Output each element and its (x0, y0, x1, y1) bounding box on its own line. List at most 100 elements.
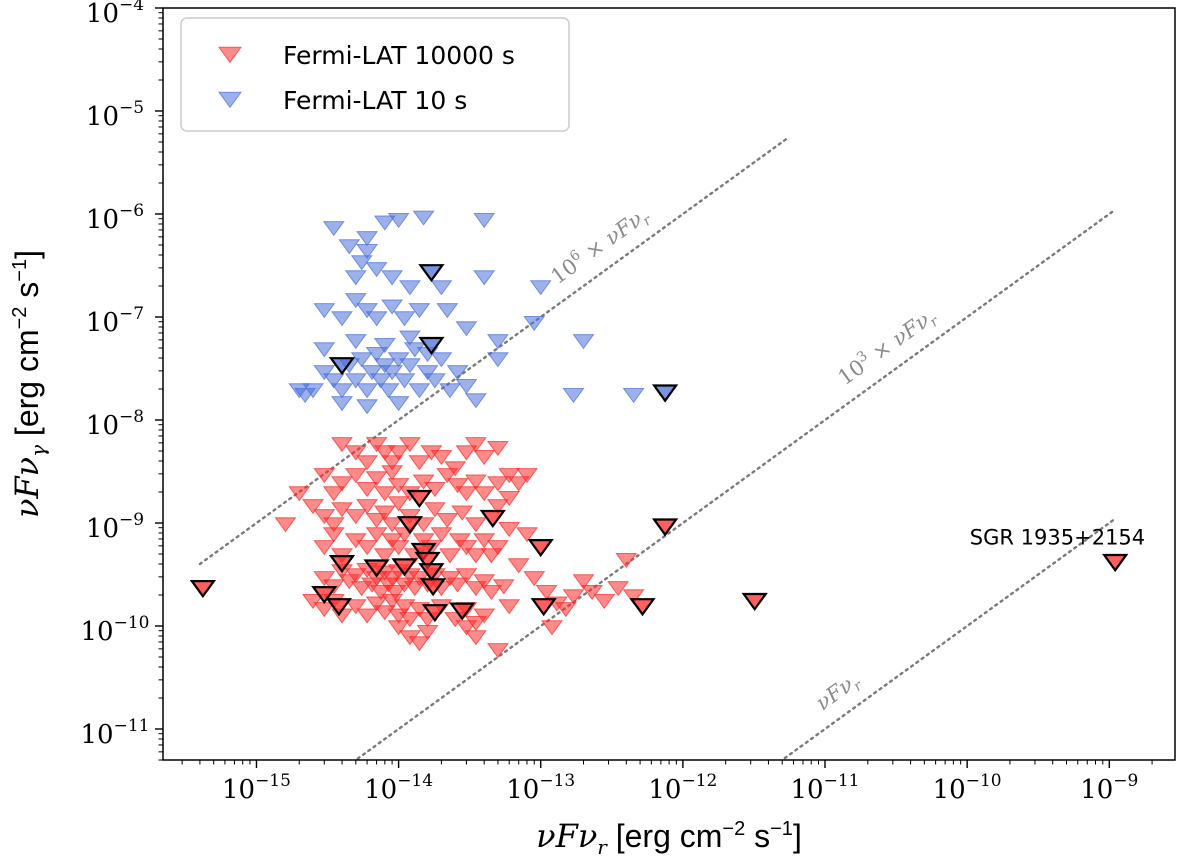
data-point (455, 379, 478, 395)
legend-label-10s: Fermi-LAT 10 s (283, 86, 467, 115)
annotation-sgr: SGR 1935+2154 (970, 526, 1145, 550)
y-label-mid: s (9, 282, 45, 307)
data-point (446, 577, 469, 593)
data-point (356, 303, 379, 319)
data-point (581, 585, 604, 601)
data-point (373, 215, 396, 231)
data-point (398, 437, 421, 453)
data-point (356, 540, 379, 556)
data-point (373, 548, 396, 564)
data-point (492, 579, 515, 595)
highlighted-point (741, 592, 768, 611)
highlighted-point (311, 586, 338, 605)
data-point (473, 450, 496, 466)
data-point (344, 509, 367, 525)
series-10000s (274, 437, 645, 659)
tick-base: 10 (86, 308, 119, 338)
highlighted-point (418, 563, 445, 582)
highlighted-point (391, 558, 418, 577)
data-point (387, 396, 410, 412)
data-point (344, 568, 367, 584)
data-point (356, 383, 379, 399)
data-point (486, 352, 509, 368)
legend-label-10000s: Fermi-LAT 10000 s (283, 41, 515, 70)
tick-exp: −8 (119, 407, 144, 427)
tick-exp: −10 (114, 613, 150, 633)
data-point (464, 630, 487, 646)
y-label-sub: γ (26, 445, 50, 457)
tick-base: 10 (86, 411, 119, 441)
reference-line-2 (780, 517, 1117, 760)
data-point (361, 365, 383, 381)
data-point (446, 365, 469, 381)
data-point (464, 548, 487, 564)
tick-exp: −11 (114, 716, 150, 736)
tick-exp: −14 (397, 771, 433, 791)
data-point (338, 239, 361, 255)
tick-exp: −5 (119, 98, 144, 118)
data-point (572, 574, 595, 590)
data-point (523, 571, 546, 587)
tick-base: 10 (648, 775, 681, 805)
data-point (523, 316, 546, 332)
data-point (356, 455, 379, 471)
tick-exp: −12 (681, 771, 717, 791)
data-point (430, 280, 453, 296)
data-point (416, 625, 439, 641)
data-point (356, 244, 379, 260)
data-point (486, 334, 509, 350)
x-axis-label: νFνr [erg cm−2 s−1] (536, 817, 802, 859)
data-point (387, 478, 410, 494)
x-axis: 10−15 10−14 10−13 10−12 10−11 10−10 10−9 (181, 760, 1153, 805)
tick-base: 10 (86, 205, 119, 235)
highlighted-point (406, 489, 433, 508)
data-point (455, 540, 478, 556)
data-point (436, 468, 459, 484)
highlighted-point (527, 539, 554, 558)
y-tick-label: 10−7 (86, 304, 144, 338)
data-point (331, 311, 353, 327)
data-point (507, 476, 530, 492)
legend-marker-10s (218, 91, 242, 109)
data-point (356, 482, 379, 498)
data-point (302, 594, 324, 610)
data-point (593, 594, 616, 610)
x-tick-label: 10−14 (364, 771, 433, 805)
data-point (473, 486, 496, 502)
highlighted-point (189, 580, 217, 599)
tick-exp: −6 (119, 201, 144, 221)
y-label-math: νFν (8, 457, 46, 518)
data-point (430, 450, 453, 466)
data-point (365, 471, 388, 487)
ref-label-rest: νFν (811, 672, 858, 715)
highlighted-point (418, 336, 445, 355)
data-point (412, 474, 435, 490)
data-point (455, 620, 478, 636)
data-point (387, 540, 410, 556)
reference-line-1 (353, 208, 1117, 760)
tick-exp: −9 (119, 510, 144, 530)
data-point (455, 445, 478, 461)
highlighted-point (449, 602, 476, 621)
data-point (455, 321, 478, 337)
data-point (313, 540, 336, 556)
tick-base: 10 (81, 617, 114, 647)
data-point (516, 527, 538, 543)
highlighted-point (418, 264, 445, 283)
y-axis-label: νFνγ [erg cm−2 s−1] (8, 250, 50, 518)
data-point (365, 311, 388, 327)
legend: Fermi-LAT 10000 s Fermi-LAT 10 s (180, 17, 570, 132)
tick-exp: −4 (119, 0, 144, 15)
data-point (498, 468, 521, 484)
data-point (331, 383, 353, 399)
data-point (393, 373, 416, 389)
x-tick-label: 10−9 (1080, 771, 1138, 805)
x-label-text: [erg cm (607, 818, 723, 854)
data-point (313, 468, 336, 484)
data-point (381, 517, 404, 533)
data-point (356, 399, 379, 415)
data-point (408, 383, 431, 399)
data-point (464, 517, 487, 533)
tick-exp: −15 (255, 771, 291, 791)
